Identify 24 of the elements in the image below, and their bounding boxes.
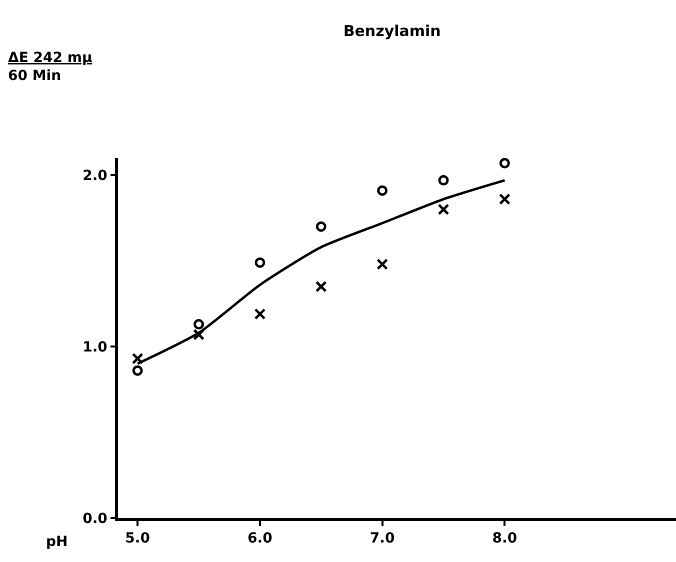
x-tick-label: 8.0 [492,530,518,547]
chart-title: Benzylamin [343,22,441,40]
point [315,280,327,292]
point [316,221,326,232]
x-tick-label: 7.0 [370,530,395,547]
x-tick-label: 6.0 [248,530,273,547]
y-tick-label: 2.0 [82,168,108,184]
y-tick-label: 1.0 [82,339,108,356]
point [193,328,205,340]
point [132,352,144,364]
point [377,185,388,196]
text: ΔE 242 mμ 60 Min [8,50,92,84]
x-axis-title: pH [46,534,68,550]
y-tick-label: 0.0 [82,510,108,527]
point [194,319,204,330]
point [438,175,449,186]
point [498,193,510,205]
point [438,204,450,216]
x-tick-label: 5.0 [125,530,150,547]
point [132,365,143,376]
point [254,308,266,320]
point [376,258,388,270]
point [254,257,266,268]
point [499,158,510,168]
